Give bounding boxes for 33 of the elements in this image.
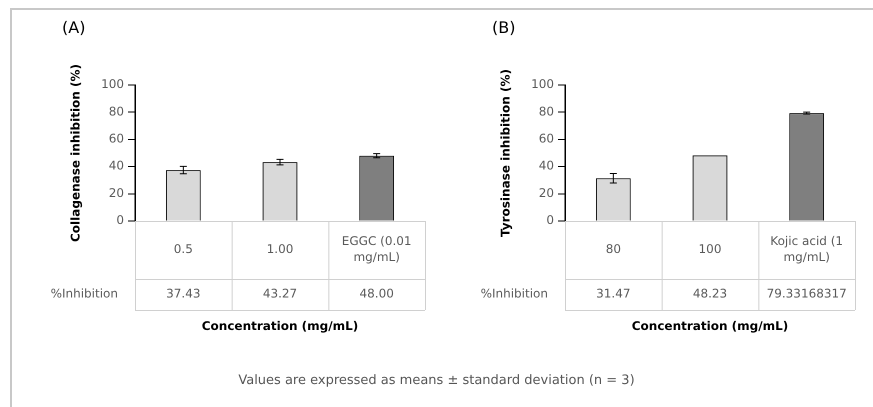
- data-label: 79.33168317: [766, 286, 847, 301]
- x-tick-label: 100: [698, 242, 722, 256]
- x-tick-label: Kojic acid (1 mg/mL): [770, 234, 844, 264]
- chart-title: (B): [492, 18, 516, 38]
- y-axis-title: Collagenase inhibition (%): [68, 64, 82, 242]
- y-tick-label: 60: [108, 132, 124, 146]
- text: %Inhibition: [480, 286, 548, 301]
- data-label: 48.23: [692, 286, 728, 301]
- y-tick-label: 0: [546, 213, 554, 228]
- y-tick-label: 100: [531, 77, 554, 92]
- chart-title: (A): [62, 18, 86, 38]
- x-axis-title: Concentration (mg/mL): [632, 319, 788, 334]
- y-tick-label: 60: [538, 132, 554, 146]
- y-tick-label: 100: [101, 77, 124, 92]
- y-tick-label: 20: [538, 186, 554, 200]
- x-tick-label: 80: [606, 242, 621, 256]
- x-axis-title: Concentration (mg/mL): [202, 319, 358, 334]
- y-tick-label: 20: [108, 186, 124, 200]
- data-label: 48.00: [359, 286, 394, 301]
- data-label: 43.27: [262, 286, 298, 301]
- y-axis-title: Tyrosinase inhibition (%): [498, 69, 512, 237]
- x-tick-label: EGGC (0.01 mg/mL): [342, 234, 412, 264]
- text: %Inhibition: [50, 286, 118, 301]
- y-tick-label: 40: [538, 158, 554, 173]
- x-tick-label: 0.5: [174, 242, 193, 256]
- y-tick-label: 80: [108, 104, 124, 118]
- y-tick-label: 40: [108, 158, 124, 173]
- data-label: 37.43: [166, 286, 201, 301]
- y-tick-label: 80: [538, 104, 554, 118]
- y-tick-label: 0: [116, 213, 124, 228]
- text: Values are expressed as means ± standard deviation (n = 3): [237, 373, 636, 388]
- x-tick-label: 1.00: [266, 242, 294, 256]
- data-label: 31.47: [596, 286, 631, 301]
